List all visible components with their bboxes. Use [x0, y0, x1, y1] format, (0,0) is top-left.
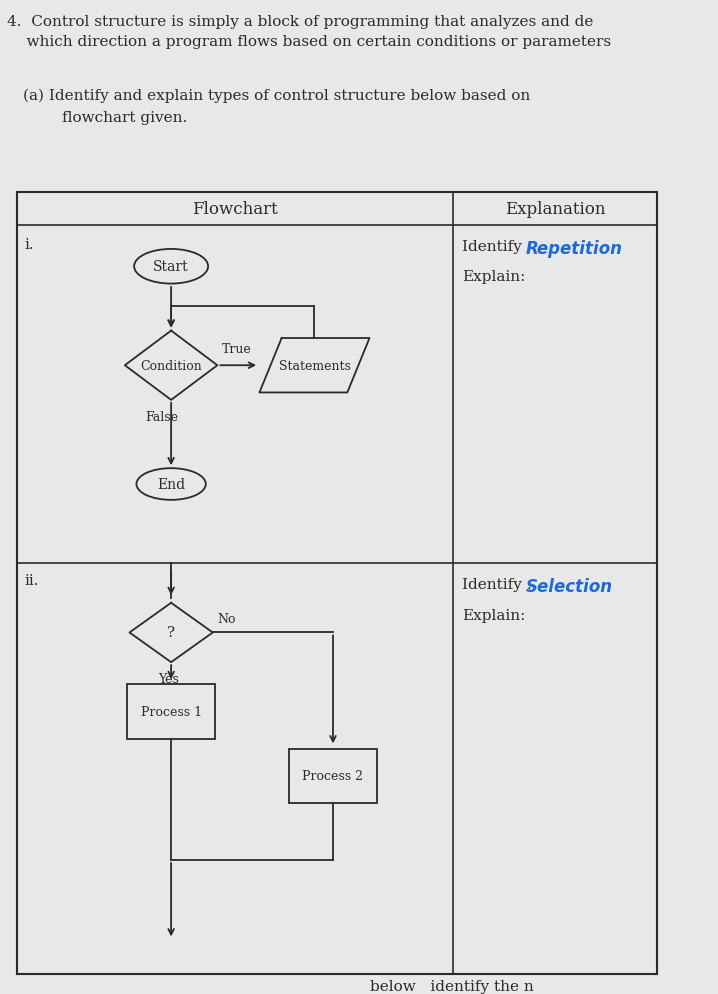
Text: Identify :: Identify : — [462, 578, 537, 591]
Text: Flowchart: Flowchart — [192, 201, 278, 218]
Text: below   identify the n: below identify the n — [370, 979, 533, 993]
Text: Condition: Condition — [140, 360, 202, 373]
Text: Selection: Selection — [526, 578, 612, 595]
Text: Start: Start — [154, 260, 189, 274]
Text: Yes: Yes — [158, 672, 179, 686]
Text: i.: i. — [24, 238, 34, 251]
Text: Explanation: Explanation — [505, 201, 605, 218]
Text: Process 2: Process 2 — [302, 769, 363, 782]
Text: No: No — [218, 612, 236, 625]
Text: Process 1: Process 1 — [141, 706, 202, 719]
Text: Identify :: Identify : — [462, 240, 537, 253]
Text: (a) Identify and explain types of control structure below based on
        flowc: (a) Identify and explain types of contro… — [23, 89, 531, 125]
Text: Repetition: Repetition — [526, 240, 623, 257]
Text: ?: ? — [167, 626, 175, 640]
Text: True: True — [221, 343, 251, 356]
Text: ii.: ii. — [24, 574, 39, 587]
Text: Explain:: Explain: — [462, 608, 526, 622]
Text: 4.  Control structure is simply a block of programming that analyzes and de
    : 4. Control structure is simply a block o… — [7, 15, 612, 50]
Text: False: False — [145, 411, 178, 423]
Text: Explain:: Explain: — [462, 270, 526, 284]
Text: Statements: Statements — [279, 360, 351, 373]
Text: End: End — [157, 477, 185, 491]
